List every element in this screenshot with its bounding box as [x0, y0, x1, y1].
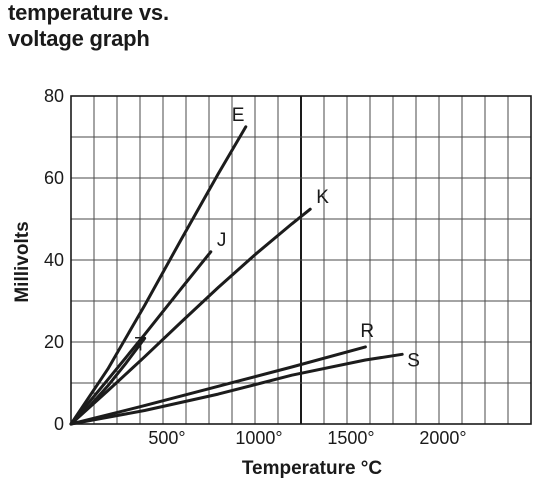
x-tick-label: 1500°	[327, 428, 374, 448]
plot-frame	[70, 95, 532, 425]
tick-labels: 0 20 40 60 80 500° 1000° 1500° 2000°	[44, 86, 467, 448]
series-line-e	[69, 125, 248, 426]
series-label-r: R	[360, 321, 374, 342]
series-line-s	[69, 352, 404, 426]
series-label-j: J	[217, 230, 227, 251]
series-lines: E K J T R S	[69, 105, 420, 426]
series-line-t	[69, 336, 147, 426]
x-axis-title: Temperature °C	[242, 458, 383, 479]
y-axis-title: Millivolts	[12, 221, 33, 302]
x-tick-label: 1000°	[235, 428, 282, 448]
y-tick-label: 60	[44, 168, 64, 188]
chart-title-line-2: voltage graph	[8, 26, 150, 51]
series-line-j	[69, 250, 213, 426]
y-tick-label: 20	[44, 332, 64, 352]
chart-title: temperature vs. voltage graph	[8, 0, 268, 52]
series-label-k: K	[316, 187, 329, 208]
chart-title-line-1: temperature vs.	[8, 0, 169, 25]
series-label-s: S	[407, 350, 420, 371]
series-label-e: E	[232, 105, 245, 126]
x-tick-label: 500°	[148, 428, 185, 448]
y-tick-label: 80	[44, 86, 64, 106]
axes	[70, 95, 532, 425]
y-tick-label: 40	[44, 250, 64, 270]
series-line-r	[69, 345, 367, 426]
y-tick-label: 0	[54, 414, 64, 434]
series-label-t: T	[135, 334, 147, 355]
x-tick-label: 2000°	[419, 428, 466, 448]
series-line-k	[69, 207, 312, 426]
grid	[71, 96, 531, 424]
